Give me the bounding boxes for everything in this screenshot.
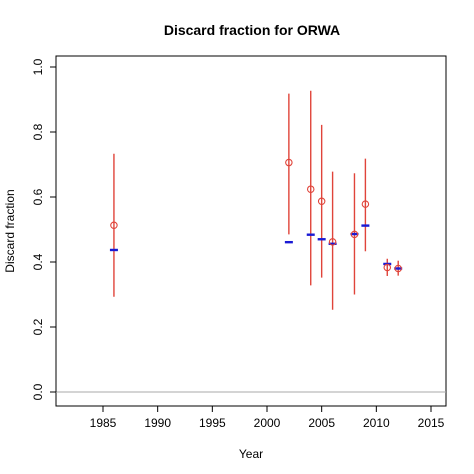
observed-point [317, 197, 326, 205]
x-tick-label: 1995 [199, 416, 226, 430]
y-axis-label: Discard fraction [3, 189, 17, 272]
y-tick-label: 0.0 [31, 383, 45, 400]
observed-point [394, 264, 402, 273]
y-tick-label: 0.2 [31, 318, 45, 335]
y-tick-label: 0.4 [31, 253, 45, 270]
observed-point [350, 230, 359, 239]
x-tick-label: 2005 [308, 416, 335, 430]
x-tick-label: 1985 [90, 416, 117, 430]
y-tick-label: 1.0 [31, 58, 45, 75]
observed-point [110, 221, 118, 230]
observed-point [383, 263, 392, 272]
y-tick-label: 0.6 [31, 188, 45, 205]
x-axis: 1985 1990 1995 2000 2005 2010 2015 [90, 405, 445, 430]
x-tick-label: 2015 [418, 416, 445, 430]
observed-point [361, 200, 370, 208]
observed-point [328, 238, 337, 246]
observed-point [306, 185, 315, 193]
x-tick-label: 2000 [254, 416, 281, 430]
x-tick-label: 2010 [363, 416, 390, 430]
observed-point [285, 158, 293, 167]
y-tick-label: 0.8 [31, 123, 45, 140]
x-tick-label: 1990 [144, 416, 171, 430]
x-axis-label: Year [239, 447, 263, 461]
y-axis: 0.0 0.2 0.4 0.6 0.8 1.0 [31, 58, 57, 400]
chart-title: Discard fraction for ORWA [164, 22, 340, 38]
